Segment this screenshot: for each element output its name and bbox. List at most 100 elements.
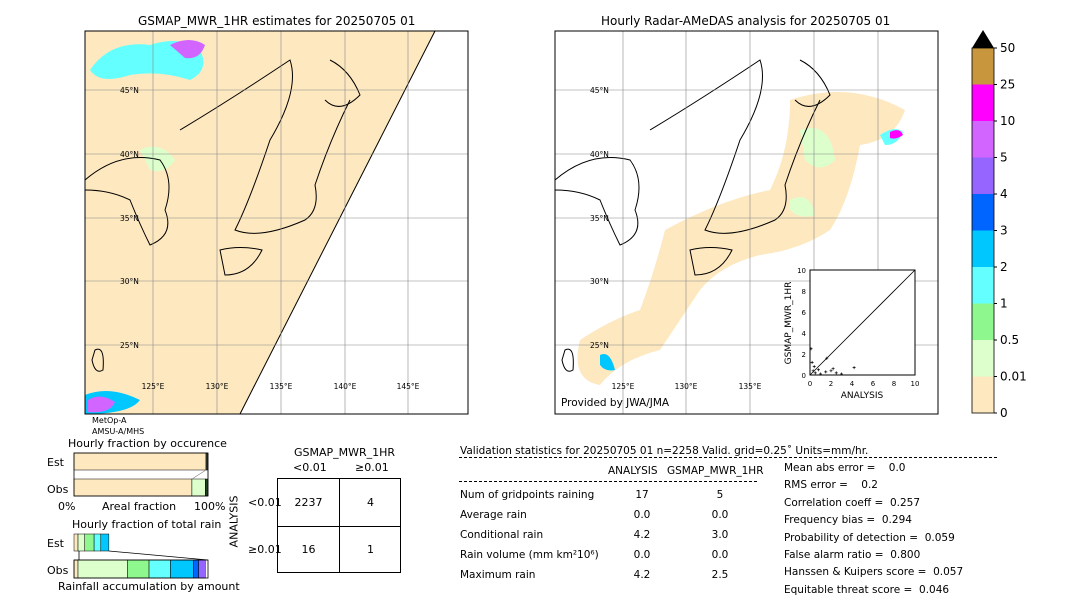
- contingency-table: 2237 4 16 1: [277, 478, 401, 573]
- right-map-title: Hourly Radar-AMeDAS analysis for 2025070…: [601, 14, 891, 28]
- score-line: Probability of detection = 0.059: [784, 531, 955, 544]
- rainfall-frame: [73, 559, 209, 579]
- scatter-ylabel: GSMAP_MWR_1HR: [784, 282, 794, 365]
- scatter-ytick: 4: [802, 330, 807, 338]
- scatter-point: [810, 360, 814, 364]
- scatter-point: [831, 367, 835, 371]
- scatter-ytick: 8: [802, 288, 806, 296]
- rain-obs-label: Obs: [47, 564, 69, 577]
- cell-hit: 1: [367, 543, 374, 556]
- colorbar-label: 4: [1000, 187, 1008, 201]
- stat-row-label: Conditional rain: [460, 529, 544, 541]
- rainfall-est-bar: [84, 533, 95, 552]
- left-map-rain-sw-magenta: [88, 396, 115, 413]
- rainfall-connector: [78, 550, 209, 561]
- left-map-lat-label: 25°N: [120, 341, 139, 350]
- left-map-lon-label: 145°E: [397, 382, 420, 391]
- stat-row-label: Rain volume (mm km²10⁶): [460, 549, 599, 561]
- occ-xtick-0: 0%: [58, 500, 76, 513]
- contingency-row-title: ANALYSIS: [227, 495, 241, 548]
- scatter-xtick: 4: [850, 380, 855, 388]
- rain-fraction-title: Hourly fraction of total rain: [72, 518, 222, 531]
- stat-row-gsmap: 2.5: [711, 569, 729, 581]
- left-map-title: GSMAP_MWR_1HR estimates for 20250705 01: [138, 14, 416, 28]
- right-map-lon-label: 130°E: [675, 382, 698, 391]
- score-line: Frequency bias = 0.294: [784, 514, 912, 527]
- right-map-lon-label: 135°E: [739, 382, 762, 391]
- rainfall-est-bar: [100, 533, 110, 552]
- score-line: Hanssen & Kuipers score = 0.057: [784, 566, 964, 579]
- scatter-xtick: 0: [808, 380, 812, 388]
- right-map-lat-label: 25°N: [590, 341, 609, 350]
- left-map-lon-label: 125°E: [142, 382, 165, 391]
- rainfall-est-bar: [77, 533, 85, 552]
- scatter-diagonal: [809, 269, 916, 376]
- occ-est-label: Est: [47, 456, 64, 469]
- right-map-rain-magenta: [890, 130, 903, 139]
- right-map-lat-label: 35°N: [590, 214, 609, 223]
- stat-row-gsmap: 0.0: [711, 509, 729, 521]
- rainfall-est-bar: [73, 533, 79, 552]
- scatter-point: [816, 368, 820, 372]
- stat-row-gsmap: 3.0: [711, 529, 729, 541]
- occurrence-obs-bar: [191, 478, 206, 497]
- right-map-lat-label: 45°N: [590, 86, 609, 95]
- scatter-ytick: 10: [797, 267, 806, 275]
- cell-false-alarm: 4: [367, 496, 374, 509]
- colorbar-label: 1: [1000, 297, 1008, 311]
- left-map-lon-label: 130°E: [206, 382, 229, 391]
- right-map-frame: [554, 30, 939, 415]
- scatter-ytick: 2: [802, 351, 806, 359]
- stats-col-divider: [459, 481, 757, 482]
- sensor-label: AMSU-A/MHS: [92, 427, 145, 436]
- contingency-col-title: GSMAP_MWR_1HR: [294, 446, 396, 459]
- right-map-lat-label: 30°N: [590, 277, 609, 286]
- rainfall-obs-bar: [77, 559, 128, 579]
- stats-header: Validation statistics for 20250705 01 n=…: [460, 445, 869, 457]
- colorbar-segment: [972, 194, 994, 231]
- stat-row-analysis: 0.0: [633, 509, 651, 521]
- scatter-point: [825, 356, 829, 360]
- scatter-ytick: 6: [802, 309, 807, 317]
- score-line: Equitable threat score = 0.046: [784, 583, 950, 596]
- stats-divider: [459, 457, 997, 458]
- score-line: Correlation coeff = 0.257: [784, 496, 920, 509]
- score-line: RMS error = 0.2: [784, 479, 878, 492]
- scatter-point: [829, 369, 833, 373]
- occ-obs-label: Obs: [47, 483, 69, 496]
- colorbar-segment: [972, 267, 994, 304]
- left-map-taiwan: [91, 348, 104, 372]
- right-map-rain-green: [790, 128, 835, 217]
- colorbar-label: 2: [1000, 260, 1008, 274]
- colorbar-segment: [972, 303, 994, 340]
- satellite-label: MetOp-A: [92, 416, 127, 425]
- cell-miss: 16: [301, 543, 316, 556]
- left-map-swath-edge: [239, 30, 436, 415]
- contingency-row-1: ≥0.01: [248, 543, 282, 556]
- colorbar-segment: [972, 340, 994, 377]
- contingency-col-1: ≥0.01: [355, 461, 389, 474]
- stat-row-analysis: 4.2: [633, 529, 651, 541]
- left-map-lon-label: 140°E: [334, 382, 357, 391]
- colorbar-segment: [972, 230, 994, 267]
- colorbar-segment: [972, 376, 994, 413]
- scatter-point: [852, 366, 856, 370]
- left-map-frame: [84, 30, 469, 415]
- colorbar-label: 10: [1000, 114, 1015, 128]
- left-map-lat-label: 40°N: [120, 150, 139, 159]
- scatter-point: [819, 372, 822, 376]
- rain-est-label: Est: [47, 537, 64, 550]
- stat-row-gsmap: 0.0: [711, 549, 729, 561]
- scatter-point: [811, 369, 815, 373]
- right-map-lat-label: 40°N: [590, 150, 609, 159]
- credit-label: Provided by JWA/JMA: [561, 397, 670, 409]
- stats-col-analysis: ANALYSIS: [608, 465, 658, 477]
- colorbar-label: 3: [1000, 224, 1008, 238]
- occurrence-frame: [73, 452, 209, 497]
- scatter-xtick: 6: [871, 380, 876, 388]
- scatter-point: [809, 347, 813, 351]
- right-map-coastline: [554, 59, 831, 276]
- rain-xlabel: Rainfall accumulation by amount: [58, 580, 240, 593]
- occ-xlabel: Areal fraction: [102, 500, 177, 513]
